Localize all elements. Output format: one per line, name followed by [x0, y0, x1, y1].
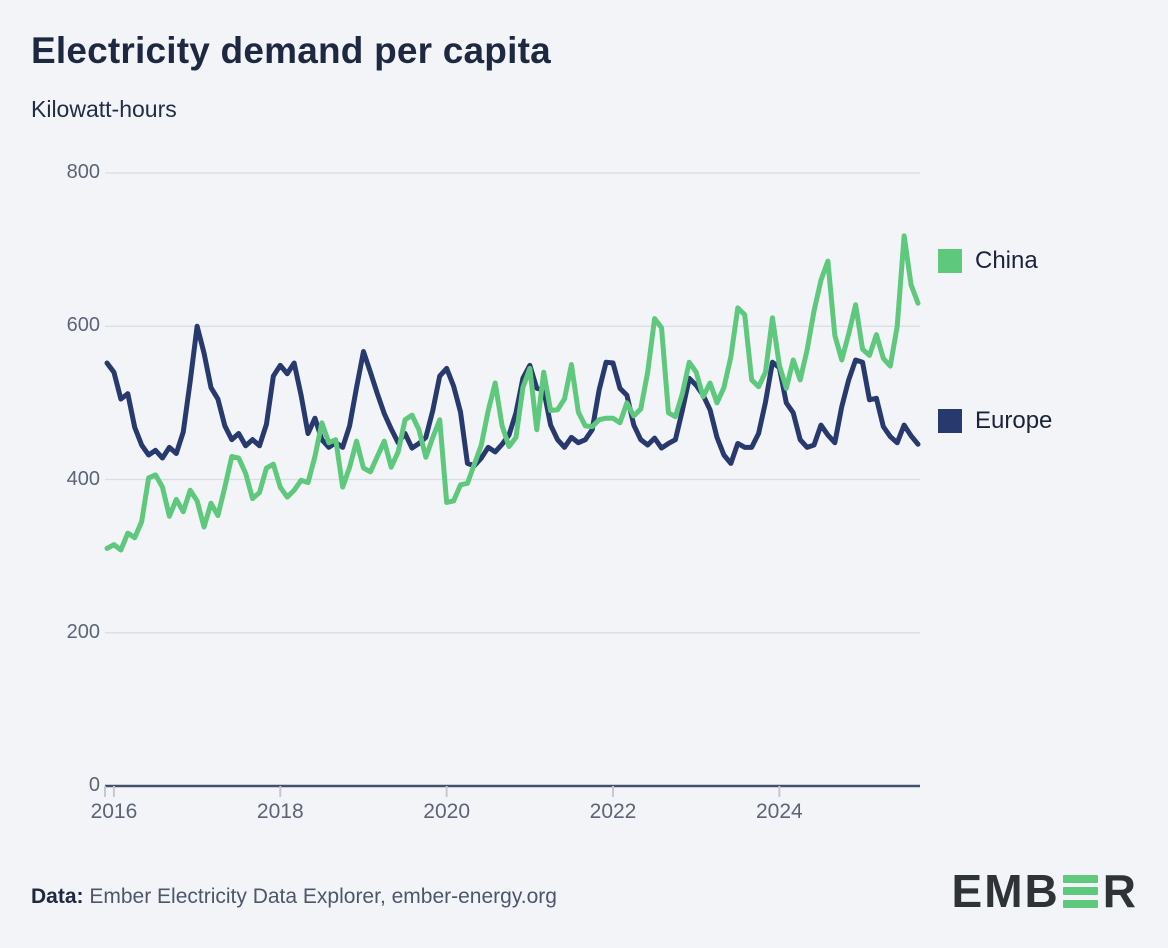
china-legend-label: China	[975, 247, 1038, 274]
china-legend-swatch	[938, 249, 962, 273]
ember-logo-text-end: R	[1102, 865, 1138, 917]
x-tick-label-2020: 2020	[423, 800, 470, 823]
legend-item-europe: Europe	[938, 407, 1052, 435]
x-tick-label-2024: 2024	[756, 800, 803, 823]
chart-units-subtitle: Kilowatt-hours	[31, 96, 177, 122]
europe-legend-swatch	[938, 409, 962, 433]
x-tick-label-2016: 2016	[90, 800, 138, 823]
y-tick-label-200: 200	[66, 620, 100, 643]
series-line-china	[104, 233, 921, 553]
y-tick-label-400: 400	[66, 467, 100, 490]
data-source-credit: Data: Ember Electricity Data Explorer, e…	[31, 885, 557, 909]
ember-logo-text-start: EMB	[951, 865, 1060, 917]
ember-logo-bar	[1062, 874, 1098, 883]
x-tick-label-2022: 2022	[589, 800, 637, 823]
data-source-text: Ember Electricity Data Explorer, ember-e…	[83, 885, 557, 908]
data-source-prefix: Data:	[31, 885, 84, 908]
ember-logo-green-e-icon	[1062, 874, 1098, 908]
ember-logo-bar	[1062, 899, 1098, 908]
legend-item-china: China	[938, 247, 1038, 275]
ember-logo: EMB R	[952, 868, 1138, 914]
line-chart-plot	[104, 172, 921, 797]
chart-title: Electricity demand per capita	[31, 30, 551, 71]
y-tick-label-800: 800	[66, 161, 100, 183]
y-tick-label-0: 0	[88, 774, 100, 796]
y-tick-label-600: 600	[66, 314, 100, 337]
ember-logo-bar	[1062, 887, 1098, 895]
europe-legend-label: Europe	[975, 407, 1053, 434]
x-tick-label-2018: 2018	[256, 800, 304, 823]
